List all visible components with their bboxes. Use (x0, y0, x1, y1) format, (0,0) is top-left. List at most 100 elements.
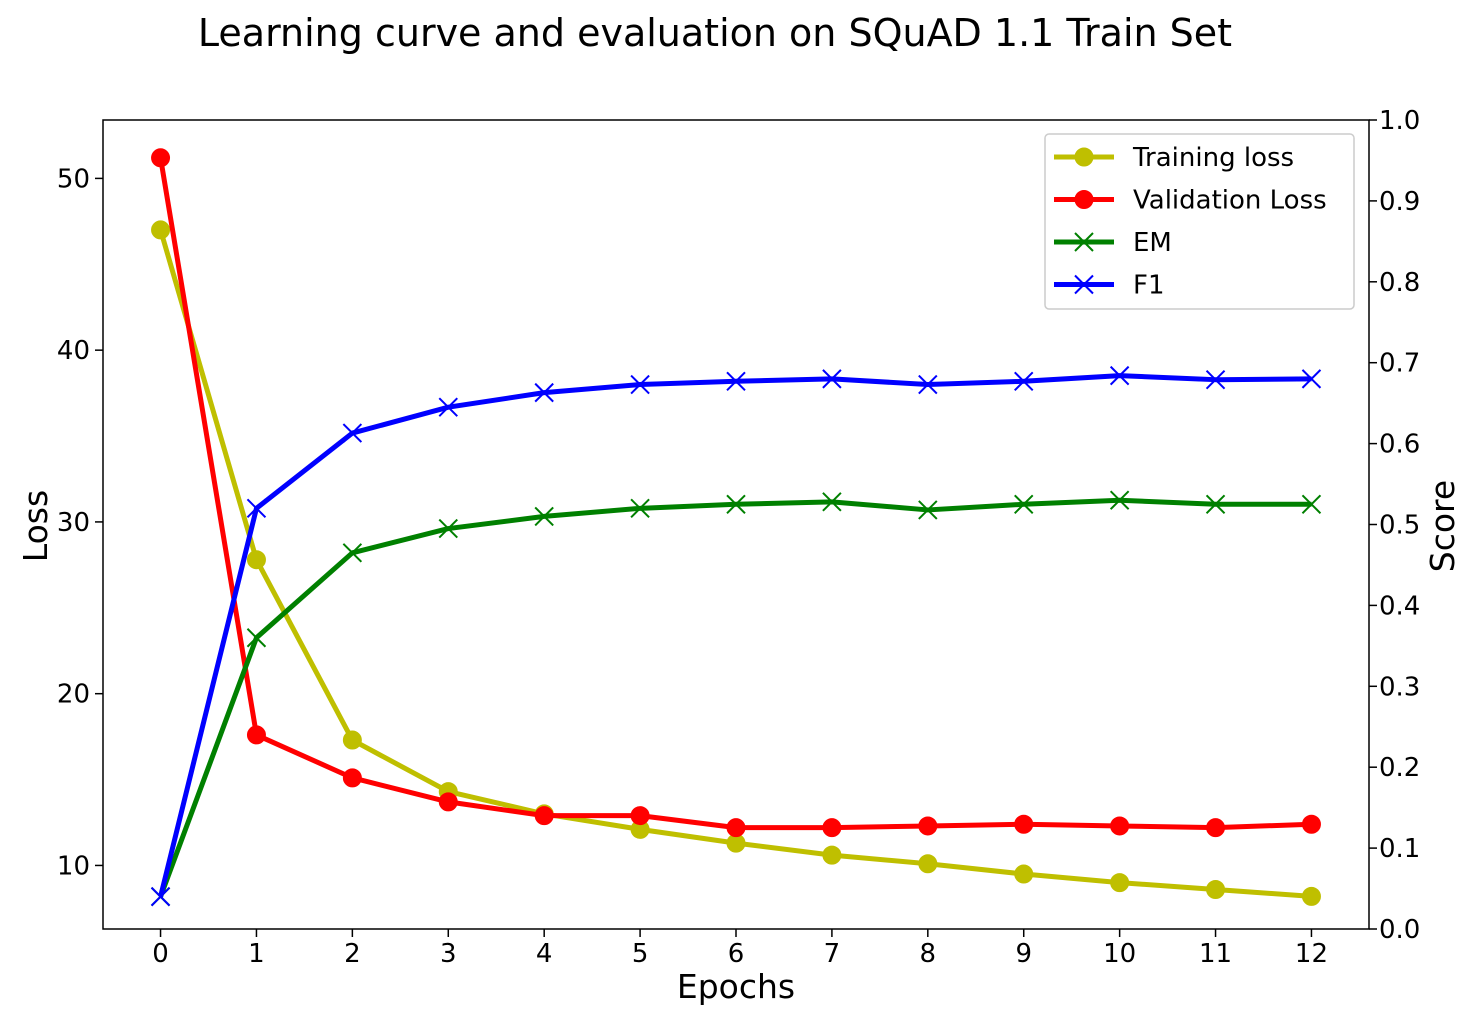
x-tick-label: 6 (728, 939, 745, 969)
data-point-em (534, 506, 554, 527)
legend-item-training-loss: Training loss (1054, 143, 1294, 173)
data-point-f1 (342, 423, 363, 443)
data-point-f1 (438, 397, 458, 417)
data-point-validation-loss (438, 792, 458, 812)
data-point-training-loss (1301, 886, 1321, 906)
data-point-validation-loss (1301, 814, 1321, 834)
data-point-validation-loss (246, 725, 266, 745)
data-point-training-loss (151, 220, 171, 240)
data-point-training-loss (822, 845, 842, 865)
data-point-validation-loss (1014, 814, 1034, 834)
data-point-em (630, 498, 650, 519)
legend-item-em: EM (1054, 228, 1172, 258)
series-line-training-loss (158, 229, 1312, 899)
legend-label-em: EM (1133, 228, 1172, 258)
data-point-em (822, 492, 842, 512)
right-y-tick-label: 0.6 (1379, 430, 1420, 460)
right-y-tick-label: 0.4 (1379, 591, 1420, 621)
x-axis-label: Epochs (677, 967, 795, 1006)
legend-item-validation-loss: Validation Loss (1054, 186, 1327, 216)
data-point-validation-loss (342, 768, 362, 788)
x-tick-label: 9 (1015, 939, 1032, 969)
legend-label-validation-loss: Validation Loss (1133, 186, 1327, 216)
data-point-f1 (1109, 365, 1130, 386)
data-point-training-loss (1206, 879, 1226, 899)
legend-marker-training-loss (1074, 147, 1094, 167)
left-y-axis-label: Loss (16, 490, 55, 562)
legend-box (1044, 133, 1355, 310)
legend-item-f1: F1 (1054, 271, 1165, 301)
data-point-training-loss (342, 730, 362, 750)
data-point-validation-loss (151, 148, 171, 168)
left-y-tick-label: 10 (57, 851, 90, 881)
data-point-f1 (534, 382, 554, 403)
legend-label-training-loss: Training loss (1132, 143, 1294, 173)
left-y-tick-label: 40 (57, 336, 90, 366)
data-point-f1 (630, 374, 650, 395)
x-tick-label: 0 (152, 939, 169, 969)
data-point-training-loss (1110, 873, 1130, 893)
right-y-tick-label: 0.7 (1379, 349, 1420, 379)
series-training-loss (151, 220, 1321, 906)
chart-title: Learning curve and evaluation on SQuAD 1… (198, 11, 1232, 55)
data-point-em (726, 494, 746, 514)
series-em (150, 490, 1322, 907)
x-tick-label: 11 (1199, 939, 1232, 969)
right-y-tick-label: 0.2 (1379, 753, 1420, 783)
legend-marker-em (1074, 232, 1094, 252)
data-point-em (1301, 494, 1322, 514)
data-point-validation-loss (534, 806, 554, 826)
data-point-em (1109, 490, 1130, 510)
right-y-tick-label: 0.9 (1379, 187, 1420, 217)
x-tick-label: 2 (344, 939, 361, 969)
data-point-training-loss (1014, 864, 1034, 884)
right-y-tick-label: 0.0 (1379, 915, 1420, 945)
series-validation-loss (151, 148, 1321, 838)
series-f1 (150, 365, 1322, 907)
data-point-f1 (1301, 369, 1322, 389)
data-point-f1 (246, 498, 267, 519)
right-y-axis-label: Score (1423, 480, 1462, 572)
left-y-tick-label: 20 (57, 680, 90, 710)
data-point-f1 (726, 371, 746, 392)
series-layer (150, 148, 1322, 907)
data-point-f1 (1014, 371, 1034, 392)
data-point-f1 (918, 374, 938, 395)
data-point-validation-loss (1110, 816, 1130, 836)
data-point-em (342, 543, 363, 563)
data-point-f1 (150, 886, 171, 907)
x-tick-label: 7 (824, 939, 841, 969)
data-point-f1 (1205, 369, 1226, 390)
x-tick-label: 3 (440, 939, 457, 969)
x-tick-label: 10 (1103, 939, 1136, 969)
right-y-tick-label: 1.0 (1379, 106, 1420, 136)
x-tick-label: 1 (248, 939, 265, 969)
data-point-f1 (822, 369, 842, 389)
x-tick-label: 8 (920, 939, 937, 969)
right-y-tick-label: 0.1 (1379, 834, 1420, 864)
right-y-tick-label: 0.8 (1379, 268, 1420, 298)
data-point-training-loss (246, 550, 266, 570)
data-point-validation-loss (726, 818, 746, 838)
data-point-validation-loss (1206, 818, 1226, 838)
x-axis: 0 1 2 3 4 5 6 7 8 9 10 11 12 (152, 929, 1328, 969)
legend-marker-f1 (1074, 274, 1094, 295)
right-y-tick-label: 0.3 (1379, 672, 1420, 702)
data-point-em (246, 628, 267, 648)
data-point-em (1014, 494, 1034, 514)
legend-marker-validation-loss (1074, 190, 1094, 209)
data-point-validation-loss (822, 818, 842, 838)
x-tick-label: 4 (536, 939, 553, 969)
left-y-axis: 10 20 30 40 50 (57, 164, 103, 881)
left-y-tick-label: 30 (57, 508, 90, 538)
legend-label-f1: F1 (1133, 271, 1165, 301)
data-point-training-loss (918, 854, 938, 874)
data-point-validation-loss (630, 806, 650, 826)
right-y-axis: 0.0 0.1 0.2 0.3 0.4 0.5 0.6 0.7 0.8 0.9 1.0 (1369, 106, 1420, 945)
x-tick-label: 5 (632, 939, 649, 969)
left-y-tick-label: 50 (57, 164, 90, 194)
data-point-validation-loss (918, 816, 938, 836)
data-point-em (438, 518, 458, 539)
legend: Training loss Validation Loss EM F1 (1044, 133, 1355, 310)
data-point-em (1205, 494, 1226, 514)
